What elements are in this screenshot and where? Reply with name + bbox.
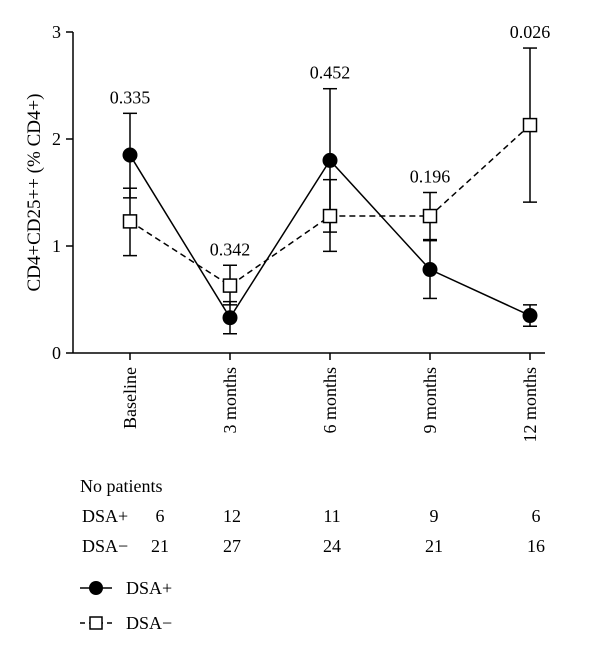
y-tick-label: 2 xyxy=(52,129,61,149)
patients-count: 21 xyxy=(425,536,443,556)
data-point-dsa-minus xyxy=(122,214,138,229)
p-value-label: 0.342 xyxy=(210,239,251,259)
patients-count: 16 xyxy=(527,536,545,556)
p-value-label: 0.335 xyxy=(110,87,151,107)
x-tick-label: 3 months xyxy=(220,367,240,434)
data-point-dsa-plus xyxy=(122,147,138,163)
legend-label: DSA− xyxy=(126,613,172,633)
data-point-dsa-plus xyxy=(522,308,538,324)
y-tick-label: 3 xyxy=(52,22,61,42)
legend-marker-dsa-minus xyxy=(89,616,103,630)
patients-table: No patients DSA+ 6 12 11 9 6 DSA− 21 27 24 21 16 xyxy=(80,476,545,556)
patients-count: 11 xyxy=(323,506,340,526)
patients-count: 6 xyxy=(156,506,165,526)
legend-marker-dsa-plus xyxy=(89,581,103,595)
data-point-dsa-plus xyxy=(222,310,238,326)
y-axis-label: CD4+CD25++ (% CD4+) xyxy=(24,93,45,291)
patients-count: 12 xyxy=(223,506,241,526)
y-ticks: 0 1 2 3 xyxy=(52,22,73,363)
x-tick-label: 12 months xyxy=(520,367,540,443)
patients-count: 6 xyxy=(532,506,541,526)
x-tick-label: Baseline xyxy=(120,367,140,429)
data-point-dsa-minus xyxy=(222,278,238,293)
data-point-dsa-plus xyxy=(422,262,438,278)
data-point-dsa-minus xyxy=(522,117,538,133)
patients-count: 9 xyxy=(430,506,439,526)
axes xyxy=(72,32,545,354)
patients-count: 21 xyxy=(151,536,169,556)
p-value-label: 0.026 xyxy=(510,22,551,42)
legend: DSA+ DSA− xyxy=(80,578,172,633)
error-bars xyxy=(123,47,537,335)
data-point-dsa-plus xyxy=(322,152,338,168)
patients-row-label: DSA+ xyxy=(82,506,128,526)
legend-label: DSA+ xyxy=(126,578,172,598)
y-tick-label: 0 xyxy=(52,343,61,363)
patients-count: 24 xyxy=(323,536,341,556)
p-value-label: 0.196 xyxy=(410,167,451,187)
x-tick-label: 9 months xyxy=(420,367,440,434)
x-ticks: Baseline 3 months 6 months 9 months 12 month… xyxy=(120,353,540,443)
patients-count: 27 xyxy=(223,536,241,556)
series-markers xyxy=(122,117,538,326)
p-value-labels: 0.335 0.342 0.452 0.196 0.026 xyxy=(110,22,551,259)
data-point-dsa-minus xyxy=(322,208,338,224)
data-point-dsa-minus xyxy=(422,208,438,224)
x-tick-label: 6 months xyxy=(320,367,340,434)
y-tick-label: 1 xyxy=(52,236,61,256)
patients-table-header: No patients xyxy=(80,476,163,496)
p-value-label: 0.452 xyxy=(310,63,351,83)
patients-row-label: DSA− xyxy=(82,536,128,556)
